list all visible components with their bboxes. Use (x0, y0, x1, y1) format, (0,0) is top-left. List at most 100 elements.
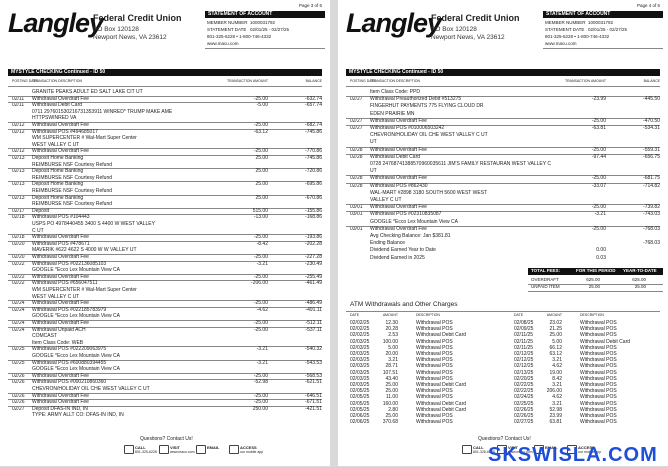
amount: -25.00 (253, 399, 268, 406)
org-name: Federal Credit Union (431, 13, 520, 23)
footer-label[interactable]: ACCESS (240, 445, 257, 450)
description: Withdrawal POS #022185783979 (32, 306, 107, 313)
amount: -25.00 (253, 95, 268, 102)
atm-cell: 02/06/25 (350, 419, 370, 426)
balance: -512.11 (305, 320, 322, 326)
address: PO Box 120128 (431, 26, 477, 33)
description: Ending Balance (370, 240, 406, 247)
rule (8, 194, 322, 196)
amount: -25.00 (253, 254, 268, 260)
rule (8, 240, 322, 242)
atm-cell: 02/03/25 (350, 375, 370, 382)
fees-cell: 625.00 (586, 277, 600, 282)
description: GOOGLE *Ecco Lex Mountain View CA (32, 366, 121, 373)
atm-cell: 20.00 (385, 351, 398, 357)
atm-cell: Withdrawal POS (580, 332, 617, 339)
description: WAL-MART #2898 3180 SOUTH 5600 WEST WEST (370, 189, 488, 196)
footer-detail[interactable]: 801-325-6228 (473, 450, 495, 454)
balance: -255.49 (305, 273, 322, 280)
posting-date: 02/27 (350, 117, 363, 124)
description: WM SUPERCENTER # Wal-Mart Super Center (32, 287, 137, 293)
rule (8, 379, 322, 381)
amount: -25.00 (591, 117, 606, 124)
atm-cell: 02/05/25 (350, 394, 370, 401)
atm-cell: 20.28 (385, 326, 398, 333)
atm-cell: 370.68 (382, 419, 398, 426)
footer-label[interactable]: ACCESS (578, 445, 595, 450)
description: Withdrawal Unpaid ACH (32, 326, 86, 333)
description: REIMBURSE NSF Courtesy Refund (32, 174, 113, 181)
atm-cell: Withdrawal POS (416, 357, 453, 364)
footer-label[interactable]: CALL (135, 445, 146, 450)
posting-date: 02/20 (12, 240, 25, 247)
footer-detail[interactable]: our mobile app (240, 450, 264, 454)
atm-cell: 02/22/25 (514, 388, 534, 395)
value: 1000031792 (588, 20, 614, 25)
footer-label[interactable]: EMAIL (207, 445, 220, 450)
description: TYPE: ARMY ALLT CO: DFAS-IN IND, IN (32, 412, 124, 419)
footer-icon (159, 445, 169, 454)
description: EDEN PRAIRIE MN (370, 110, 415, 117)
posting-date: 02/17 (12, 207, 25, 214)
atm-cell: 52.98 (549, 406, 562, 413)
atm-cell: Withdrawal POS (416, 388, 453, 395)
description: Dividend Earned in 2025 (370, 254, 425, 261)
atm-cell: 02/12/25 (514, 363, 534, 370)
description: Withdrawal Overdraft Fee (32, 95, 89, 102)
description: Withdrawal Overdraft Fee (32, 392, 89, 399)
rule (8, 326, 322, 328)
posting-date: 02/26 (12, 379, 25, 386)
footer-label[interactable]: VISIT (170, 445, 181, 450)
logo: Langley (8, 8, 104, 38)
balance: -227.28 (305, 254, 322, 260)
description: GOOGLE *Ecco Lex Mountain View CA (370, 218, 459, 225)
rule (543, 48, 663, 49)
rule (8, 102, 322, 104)
balance: -491.11 (305, 306, 322, 313)
posting-date: 03/01 (350, 225, 363, 232)
amount: 0.00 (596, 247, 606, 254)
balance: -768.03 (643, 225, 660, 232)
rule (205, 48, 325, 49)
amount: -3.21 (256, 346, 268, 353)
footer-label[interactable]: EMAIL (545, 445, 558, 450)
atm-cell: 02/03/25 (350, 363, 370, 370)
footer-label[interactable]: CALL (473, 445, 484, 450)
rule (528, 284, 663, 285)
description: Withdrawal POS #478671 (32, 240, 90, 247)
atm-cell: Withdrawal POS (580, 369, 617, 376)
atm-cell: 02/26/25 (514, 413, 534, 419)
rule (8, 155, 322, 156)
rule (8, 148, 322, 150)
description: VALLEY C UT (370, 197, 402, 203)
rule (8, 128, 322, 130)
atm-cell: 63.81 (549, 419, 562, 426)
description: Withdrawal Debit Card (370, 153, 421, 160)
footer-icon (124, 445, 134, 454)
footer-detail[interactable]: www.macu.com (508, 450, 533, 454)
posting-date: 02/26 (12, 392, 25, 399)
fees-header: TOTAL FEES: FOR THIS PERIOD YEAR-TO-DATE (528, 268, 663, 275)
posting-date: 02/22 (12, 280, 25, 287)
description: C UT (32, 227, 44, 234)
footer-label[interactable]: VISIT (508, 445, 519, 450)
balance: -568.53 (305, 372, 322, 379)
rule (8, 234, 322, 236)
footer-detail[interactable]: www.macu.com (170, 450, 195, 454)
label: MEMBER NUMBER (207, 20, 248, 25)
address: PO Box 120128 (93, 26, 139, 33)
balance: -202.28 (305, 240, 322, 247)
footer-detail[interactable]: 801-325-6228 (135, 450, 157, 454)
footer-detail[interactable]: our mobile app (578, 450, 602, 454)
atm-cell: 02/09/25 (514, 326, 534, 333)
amount: -25.00 (253, 326, 268, 333)
balance: -540.32 (305, 346, 322, 353)
posting-date: 02/28 (350, 153, 363, 160)
rule (8, 168, 322, 170)
atm-cell: Withdrawal POS (580, 351, 617, 357)
rule (346, 86, 660, 87)
column-header: TRANSACTION DESCRIPTION (32, 79, 82, 83)
atm-header: DATE (514, 313, 524, 317)
balance: -770.86 (305, 148, 322, 155)
posting-date: 02/27 (12, 405, 25, 412)
